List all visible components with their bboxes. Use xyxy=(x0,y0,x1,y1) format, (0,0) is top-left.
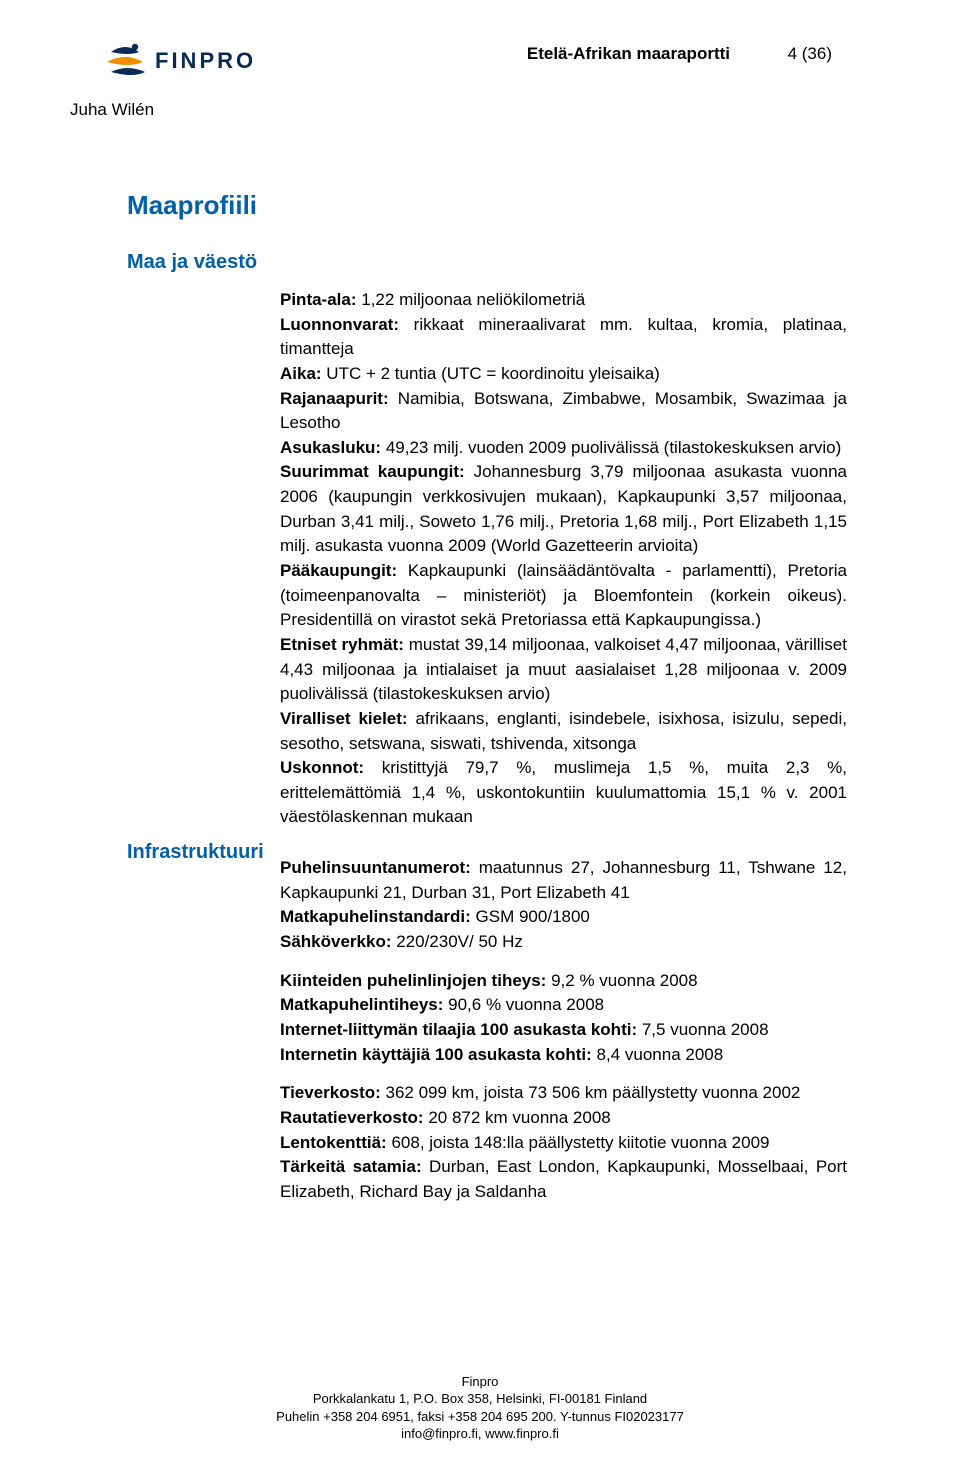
label-rautatieverkosto: Rautatieverkosto: xyxy=(280,1108,424,1127)
label-viralliset-kielet: Viralliset kielet: xyxy=(280,709,408,728)
document-title: Etelä-Afrikan maaraportti xyxy=(527,44,730,64)
section-heading-infrastruktuuri: Infrastruktuuri xyxy=(127,838,264,867)
value-tieverkosto: 362 099 km, joista 73 506 km päällystett… xyxy=(381,1083,801,1102)
label-internetin-kayttajia: Internetin käyttäjiä 100 asukasta kohti: xyxy=(280,1045,592,1064)
value-lentokenttia: 608, joista 148:lla päällystetty kiitoti… xyxy=(387,1133,770,1152)
label-kiinteat-puhelinlinjat: Kiinteiden puhelinlinjojen tiheys: xyxy=(280,971,546,990)
label-matkapuhelinstandardi: Matkapuhelinstandardi: xyxy=(280,907,471,926)
label-lentokenttia: Lentokenttiä: xyxy=(280,1133,387,1152)
label-rajanaapurit: Rajanaapurit: xyxy=(280,389,389,408)
footer-line-1: Finpro xyxy=(0,1373,960,1391)
label-asukasluku: Asukasluku: xyxy=(280,438,381,457)
svg-text:FINPRO: FINPRO xyxy=(155,48,256,73)
value-internet-tilaajia: 7,5 vuonna 2008 xyxy=(637,1020,768,1039)
value-rautatieverkosto: 20 872 km vuonna 2008 xyxy=(424,1108,611,1127)
label-matkapuhelintiheys: Matkapuhelintiheys: xyxy=(280,995,443,1014)
header: FINPRO Etelä-Afrikan maaraportti 4 (36) xyxy=(0,38,960,98)
author-name: Juha Wilén xyxy=(70,100,154,120)
footer-line-3: Puhelin +358 204 6951, faksi +358 204 69… xyxy=(0,1408,960,1426)
value-internetin-kayttajia: 8,4 vuonna 2008 xyxy=(592,1045,723,1064)
value-matkapuhelintiheys: 90,6 % vuonna 2008 xyxy=(443,995,604,1014)
label-paakaupungit: Pääkaupungit: xyxy=(280,561,397,580)
section-body-maa-ja-vaesto: Pinta-ala: 1,22 miljoonaa neliökilometri… xyxy=(280,288,847,1204)
label-puhelinsuuntanumerot: Puhelinsuuntanumerot: xyxy=(280,858,471,877)
label-uskonnot: Uskonnot: xyxy=(280,758,364,777)
label-suurimmat-kaupungit: Suurimmat kaupungit: xyxy=(280,462,465,481)
footer-line-4: info@finpro.fi, www.finpro.fi xyxy=(0,1425,960,1443)
label-etniset-ryhmat: Etniset ryhmät: xyxy=(280,635,404,654)
label-satamia: Tärkeitä satamia: xyxy=(280,1157,422,1176)
label-pinta-ala: Pinta-ala: xyxy=(280,290,357,309)
label-luonnonvarat: Luonnonvarat: xyxy=(280,315,399,334)
value-asukasluku: 49,23 milj. vuoden 2009 puolivälissä (ti… xyxy=(381,438,841,457)
footer: Finpro Porkkalankatu 1, P.O. Box 358, He… xyxy=(0,1373,960,1443)
finpro-logo: FINPRO xyxy=(105,38,275,84)
value-pinta-ala: 1,22 miljoonaa neliökilometriä xyxy=(357,290,586,309)
section-heading-maa-ja-vaesto: Maa ja väestö xyxy=(127,251,847,274)
label-internet-tilaajia: Internet-liittymän tilaajia 100 asukasta… xyxy=(280,1020,637,1039)
page-number: 4 (36) xyxy=(788,44,832,64)
value-aika: UTC + 2 tuntia (UTC = koordinoitu yleisa… xyxy=(322,364,660,383)
footer-line-2: Porkkalankatu 1, P.O. Box 358, Helsinki,… xyxy=(0,1390,960,1408)
label-aika: Aika: xyxy=(280,364,322,383)
content: Maaprofiili Maa ja väestö Pinta-ala: 1,2… xyxy=(127,190,847,1218)
label-tieverkosto: Tieverkosto: xyxy=(280,1083,381,1102)
label-sahkoverkko: Sähköverkko: xyxy=(280,932,392,951)
value-sahkoverkko: 220/230V/ 50 Hz xyxy=(392,932,523,951)
page: FINPRO Etelä-Afrikan maaraportti 4 (36) … xyxy=(0,0,960,1467)
value-matkapuhelinstandardi: GSM 900/1800 xyxy=(471,907,590,926)
page-title: Maaprofiili xyxy=(127,190,847,221)
value-uskonnot: kristittyjä 79,7 %, muslimeja 1,5 %, mui… xyxy=(280,758,847,826)
value-kiinteat-puhelinlinjat: 9,2 % vuonna 2008 xyxy=(546,971,697,990)
